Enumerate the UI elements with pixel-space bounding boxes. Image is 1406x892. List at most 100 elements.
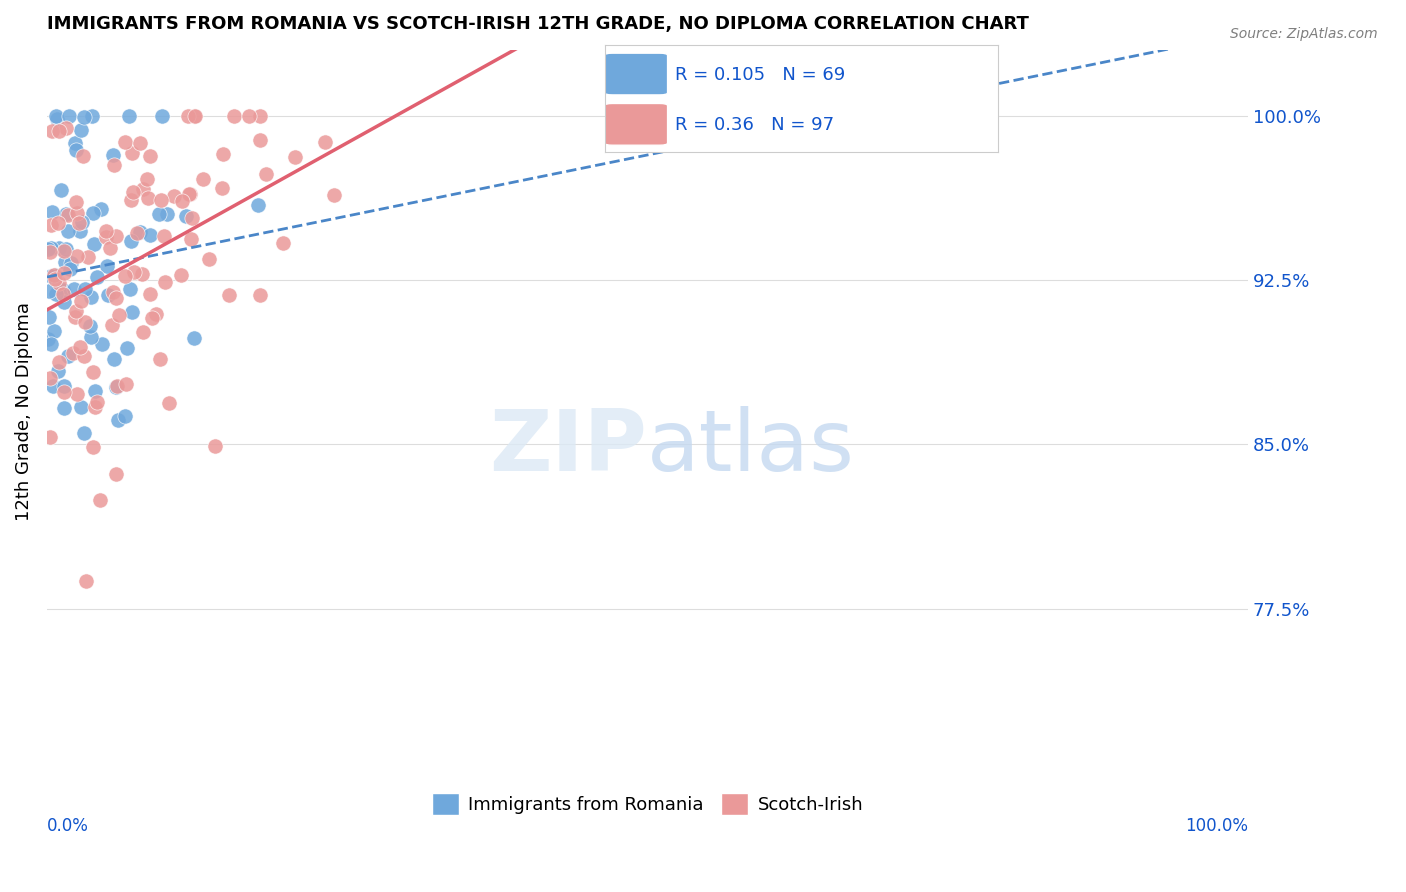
Immigrants from Romania — [70, 123, 93, 137]
Scotch-Irish — [136, 190, 159, 204]
Scotch-Irish — [39, 218, 62, 232]
Scotch-Irish — [101, 318, 124, 333]
Scotch-Irish — [86, 395, 108, 409]
Scotch-Irish — [169, 268, 191, 282]
Immigrants from Romania — [183, 331, 205, 345]
Text: ZIP: ZIP — [489, 406, 647, 489]
Scotch-Irish — [75, 314, 97, 328]
Scotch-Irish — [145, 307, 167, 321]
Immigrants from Romania — [121, 304, 143, 318]
Scotch-Irish — [73, 349, 96, 363]
Immigrants from Romania — [41, 379, 63, 393]
Scotch-Irish — [75, 574, 97, 588]
Immigrants from Romania — [73, 281, 96, 295]
Scotch-Irish — [132, 325, 155, 339]
Immigrants from Romania — [80, 290, 103, 304]
Scotch-Irish — [139, 286, 162, 301]
Immigrants from Romania — [72, 215, 94, 229]
Scotch-Irish — [46, 216, 69, 230]
Scotch-Irish — [177, 186, 200, 201]
Immigrants from Romania — [38, 284, 60, 298]
Text: IMMIGRANTS FROM ROMANIA VS SCOTCH-IRISH 12TH GRADE, NO DIPLOMA CORRELATION CHART: IMMIGRANTS FROM ROMANIA VS SCOTCH-IRISH … — [46, 15, 1029, 33]
Immigrants from Romania — [72, 110, 94, 124]
Immigrants from Romania — [52, 401, 75, 415]
Immigrants from Romania — [79, 329, 101, 343]
Scotch-Irish — [198, 252, 221, 266]
Immigrants from Romania — [45, 287, 67, 301]
Scotch-Irish — [273, 235, 295, 250]
Y-axis label: 12th Grade, No Diploma: 12th Grade, No Diploma — [15, 302, 32, 521]
Scotch-Irish — [62, 346, 84, 360]
Scotch-Irish — [323, 188, 346, 202]
Text: 0.0%: 0.0% — [46, 816, 89, 835]
Immigrants from Romania — [91, 337, 114, 351]
Immigrants from Romania — [39, 268, 62, 283]
Immigrants from Romania — [48, 241, 70, 255]
Text: Source: ZipAtlas.com: Source: ZipAtlas.com — [1230, 27, 1378, 41]
Scotch-Irish — [66, 206, 89, 220]
Scotch-Irish — [52, 286, 75, 301]
Immigrants from Romania — [114, 409, 136, 424]
Immigrants from Romania — [103, 148, 125, 162]
Immigrants from Romania — [53, 255, 76, 269]
Immigrants from Romania — [90, 202, 112, 216]
Scotch-Irish — [39, 245, 62, 260]
Immigrants from Romania — [107, 413, 129, 427]
Immigrants from Romania — [53, 379, 76, 393]
Immigrants from Romania — [37, 242, 59, 256]
Scotch-Irish — [184, 109, 207, 123]
Scotch-Irish — [41, 124, 63, 138]
Immigrants from Romania — [53, 295, 76, 310]
Immigrants from Romania — [44, 268, 66, 283]
Immigrants from Romania — [104, 380, 127, 394]
Scotch-Irish — [48, 124, 70, 138]
Immigrants from Romania — [148, 207, 170, 221]
Scotch-Irish — [48, 355, 70, 369]
Immigrants from Romania — [118, 109, 141, 123]
Scotch-Irish — [249, 288, 271, 302]
Scotch-Irish — [149, 351, 172, 366]
Scotch-Irish — [98, 241, 121, 255]
Immigrants from Romania — [59, 262, 82, 277]
Immigrants from Romania — [150, 109, 173, 123]
Scotch-Irish — [141, 311, 163, 326]
Immigrants from Romania — [65, 143, 87, 157]
Immigrants from Romania — [156, 207, 179, 221]
Scotch-Irish — [131, 267, 153, 281]
Scotch-Irish — [69, 340, 91, 354]
Immigrants from Romania — [58, 109, 80, 123]
Scotch-Irish — [254, 167, 277, 181]
Scotch-Irish — [56, 208, 79, 222]
Immigrants from Romania — [46, 112, 69, 127]
Text: R = 0.105   N = 69: R = 0.105 N = 69 — [675, 66, 845, 84]
Scotch-Irish — [82, 440, 104, 454]
Immigrants from Romania — [82, 109, 104, 123]
Scotch-Irish — [42, 268, 65, 282]
Scotch-Irish — [66, 249, 89, 263]
Immigrants from Romania — [86, 269, 108, 284]
Immigrants from Romania — [52, 283, 75, 297]
Immigrants from Romania — [120, 234, 142, 248]
Scotch-Irish — [249, 109, 271, 123]
Scotch-Irish — [44, 272, 66, 286]
Scotch-Irish — [163, 188, 186, 202]
Immigrants from Romania — [84, 384, 107, 399]
Scotch-Irish — [132, 182, 155, 196]
Scotch-Irish — [284, 150, 307, 164]
Immigrants from Romania — [82, 206, 104, 220]
Immigrants from Romania — [59, 256, 82, 270]
Immigrants from Romania — [63, 282, 86, 296]
Scotch-Irish — [65, 194, 87, 209]
Scotch-Irish — [84, 401, 107, 415]
Text: atlas: atlas — [647, 406, 855, 489]
Scotch-Irish — [72, 149, 94, 163]
Scotch-Irish — [96, 230, 118, 244]
Scotch-Irish — [52, 384, 75, 399]
Scotch-Irish — [139, 149, 162, 163]
Immigrants from Romania — [63, 136, 86, 150]
Scotch-Irish — [63, 310, 86, 324]
Scotch-Irish — [211, 181, 233, 195]
FancyBboxPatch shape — [605, 103, 668, 145]
Scotch-Irish — [115, 376, 138, 391]
Scotch-Irish — [193, 171, 215, 186]
